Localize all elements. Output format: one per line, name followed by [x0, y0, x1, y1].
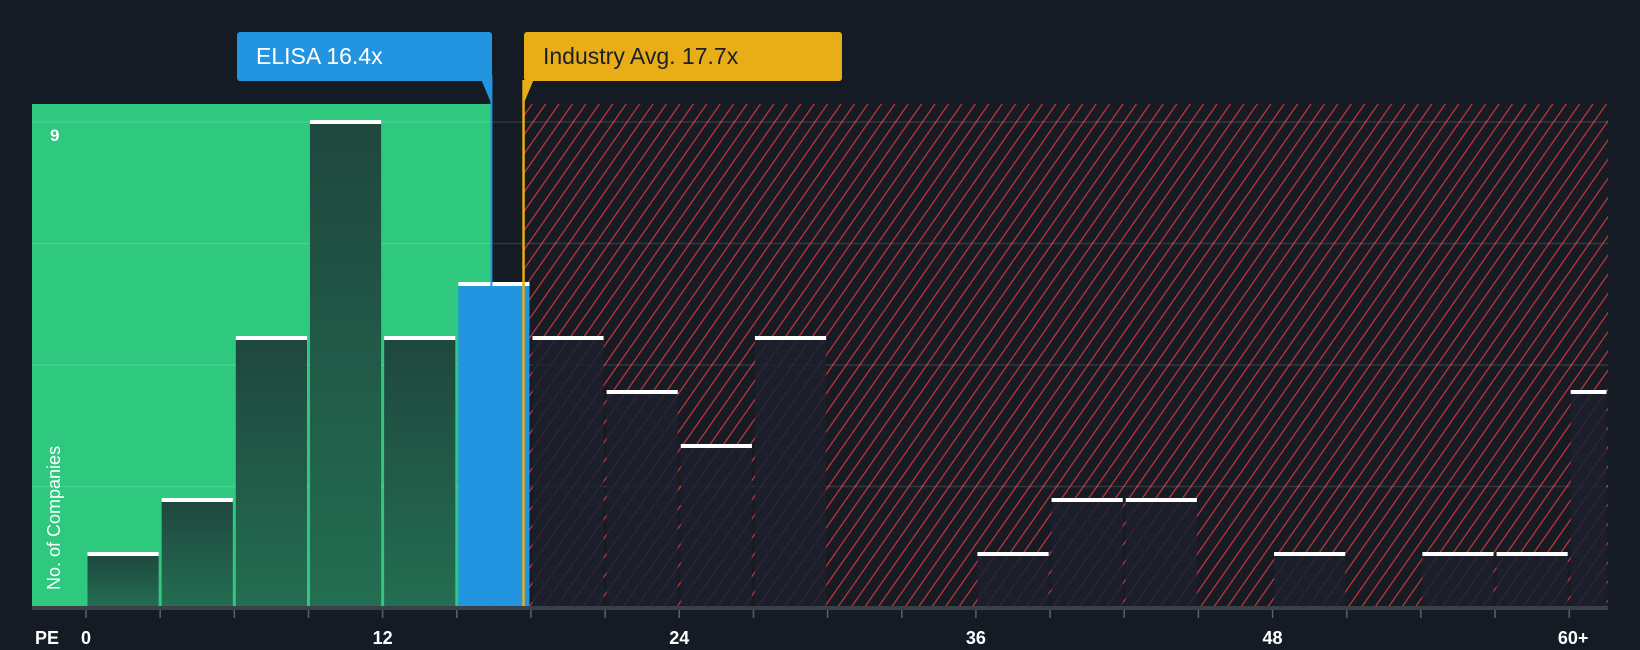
bar-cap — [606, 390, 678, 394]
bar-27-30 — [754, 338, 827, 608]
bar-cap — [1051, 498, 1123, 502]
bar-12-15 — [384, 338, 456, 608]
bar-15-18 — [458, 284, 530, 608]
y-tick-label: 9 — [50, 126, 60, 145]
bar-6-9 — [235, 338, 307, 608]
bar-18-21 — [532, 338, 604, 608]
x-tick-label: 0 — [80, 628, 92, 648]
bar-cap — [1422, 552, 1494, 556]
x-axis-line — [32, 606, 1608, 610]
x-tick-label: 48 — [1262, 628, 1283, 648]
bar-3-6 — [161, 500, 233, 608]
x-axis-label: PE — [34, 628, 60, 648]
company-callout-pointer — [481, 80, 493, 104]
y-axis-label: No. of Companies — [44, 445, 64, 590]
x-tick-label: 60+ — [1557, 628, 1589, 648]
bar-cap — [458, 282, 530, 286]
bar-cap — [1570, 390, 1607, 394]
bar-cap — [384, 336, 456, 340]
bar-9-12 — [309, 122, 382, 608]
bar-57-60 — [1496, 554, 1568, 608]
bar-21-24 — [606, 392, 678, 608]
bar-cap — [754, 336, 827, 340]
industry-avg-callout: Industry Avg. 17.7x — [524, 32, 842, 81]
x-tick-label: 24 — [669, 628, 690, 648]
x-tick-label: 36 — [965, 628, 986, 648]
bar-54-57 — [1422, 554, 1494, 608]
x-tick-label: 12 — [372, 628, 393, 648]
company-pe-callout: ELISA 16.4x — [237, 32, 492, 81]
bar-24-27 — [680, 446, 752, 608]
bar-cap — [680, 444, 752, 448]
bar-39-42 — [1051, 500, 1123, 608]
bar-cap — [1274, 552, 1346, 556]
bar-cap — [1125, 498, 1197, 502]
bar-48-51 — [1274, 554, 1346, 608]
bar-60+ — [1570, 392, 1607, 608]
bar-cap — [977, 552, 1049, 556]
bar-cap — [532, 336, 604, 340]
bar-36-39 — [977, 554, 1049, 608]
bar-42-45 — [1125, 500, 1197, 608]
industry-callout-pointer — [522, 80, 534, 104]
bar-cap — [87, 552, 159, 556]
bar-cap — [161, 498, 233, 502]
bar-0-3 — [87, 554, 159, 608]
bar-cap — [309, 120, 382, 124]
bar-cap — [235, 336, 307, 340]
bar-cap — [1496, 552, 1568, 556]
